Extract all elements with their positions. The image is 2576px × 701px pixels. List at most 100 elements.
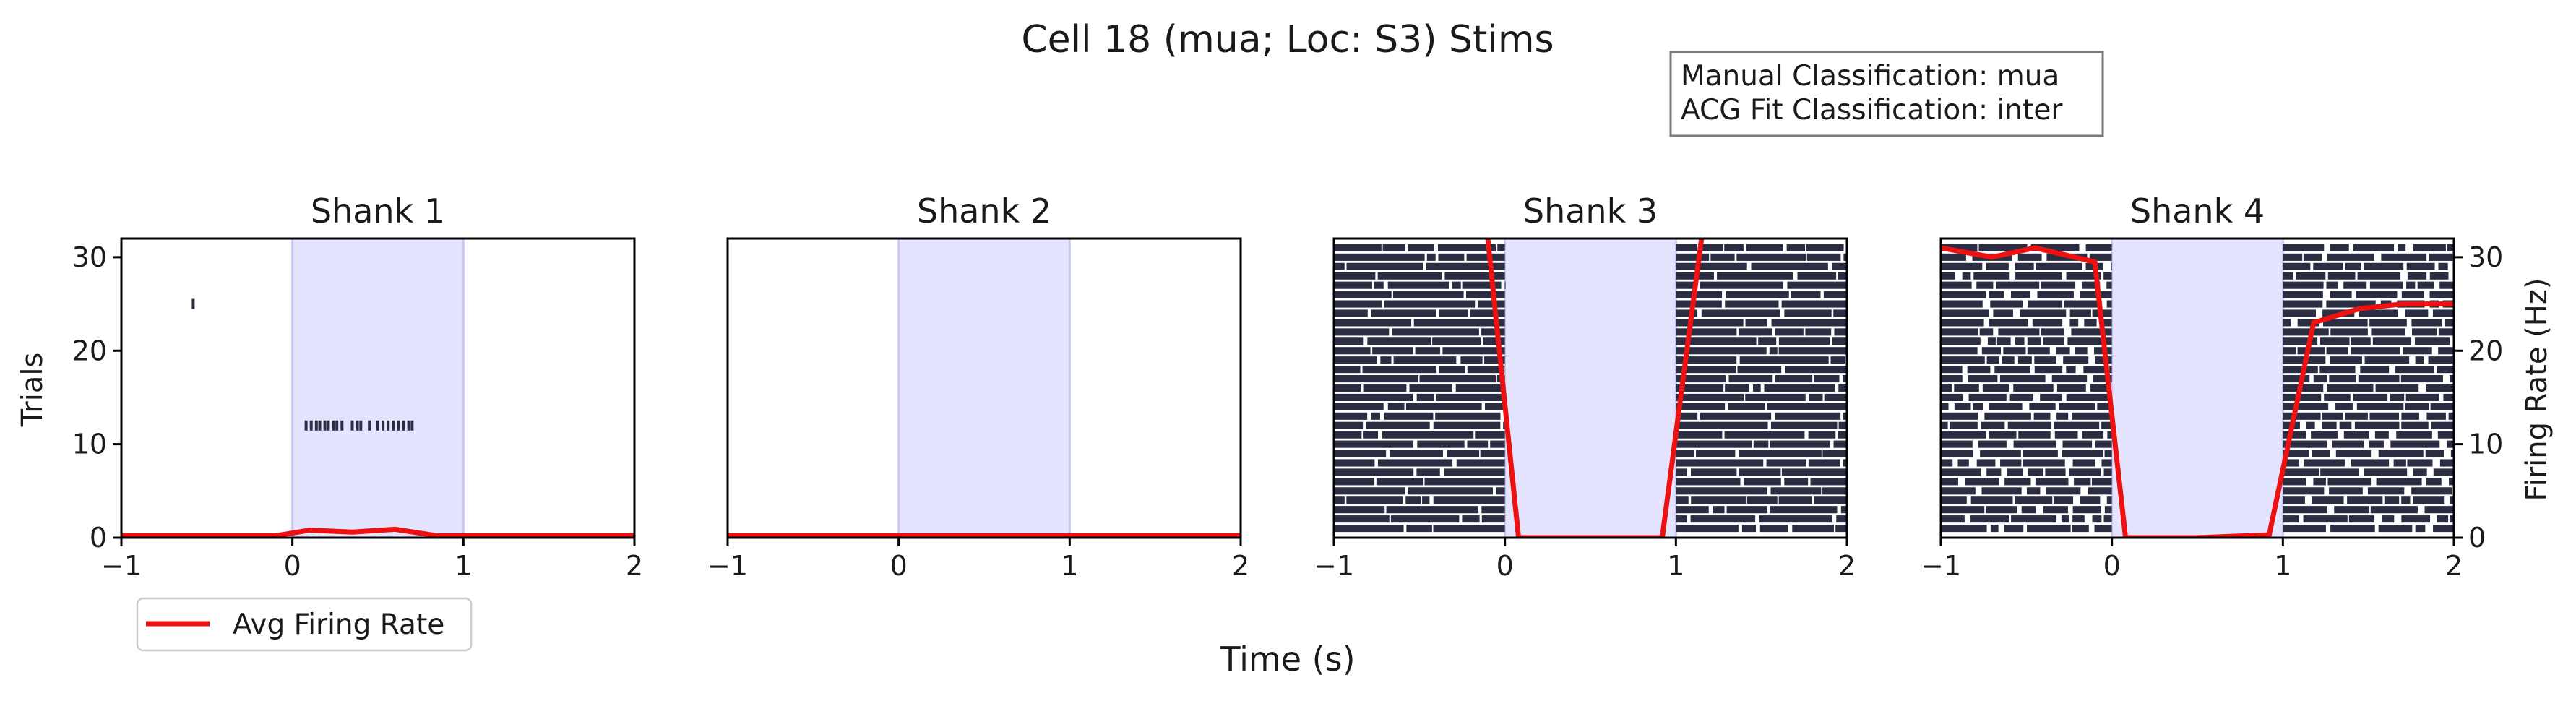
panel-3-trial-6-spikes-1-3 xyxy=(1810,478,1847,486)
panel-4-trial-14-spikes-0-5 xyxy=(2059,403,2095,410)
panel-3-trial-22-spikes-1-1 xyxy=(1739,328,1772,336)
panel-3-trial-24-spikes-0-2 xyxy=(1439,309,1468,317)
panel-3-trial-14-spikes-0-2 xyxy=(1405,403,1482,410)
panel-3-trial-10-spikes-1-3 xyxy=(1833,440,1847,448)
panel-4-trial-12-spikes-1-4 xyxy=(2354,421,2400,429)
panel-4-trial-16-spikes-1-2 xyxy=(2375,384,2419,392)
panel-4-trial-27-spikes-0-1 xyxy=(1976,281,1994,289)
panel-4-trial-31-spikes-0-0 xyxy=(1941,244,1978,251)
panel-4-trial-17-spikes-1-1 xyxy=(2313,375,2327,383)
panel-3-trial-12-spikes-1-2 xyxy=(1838,421,1847,429)
panel-4-trial-21-spikes-1-2 xyxy=(2351,337,2371,345)
panel-3-trial-14-spikes-1-1 xyxy=(1728,403,1765,410)
panel-4-trial-7-spikes-1-2 xyxy=(2364,468,2408,476)
panel-4-trial-5-spikes-1-1 xyxy=(2329,487,2363,495)
panel-4-trial-31-spikes-0-3 xyxy=(2085,244,2112,251)
panel-4-trial-29-spikes-1-5 xyxy=(2438,262,2448,270)
panel-4-trial-28-spikes-1-2 xyxy=(2327,272,2356,280)
panel-4-trial-28-spikes-1-1 xyxy=(2296,272,2326,280)
panel-3-trial-20-spikes-0-2 xyxy=(1415,347,1441,355)
panel-3-trial-12-spikes-0-0 xyxy=(1334,421,1364,429)
panel-4-trial-23-spikes-0-1 xyxy=(1989,319,2028,327)
panel-1-firing-rate-line xyxy=(121,526,634,538)
panel-4-trial-17-spikes-0-1 xyxy=(1968,375,1998,383)
panel-4-trial-28-spikes-0-2 xyxy=(1973,272,2010,280)
panel-4-trial-14-spikes-1-3 xyxy=(2405,403,2429,410)
panel-4-trial-25-spikes-1-1 xyxy=(2326,300,2376,308)
panel-2-xtick-label-3: 2 xyxy=(1232,550,1249,582)
panel-3-trial-25-spikes-1-1 xyxy=(1725,300,1779,308)
panel-4-trial-22-spikes-1-2 xyxy=(2371,328,2405,336)
panel-4-raster xyxy=(1941,244,2454,533)
panel-4-trial-31-spikes-1-3 xyxy=(2398,244,2406,251)
panel-4-trial-21-spikes-0-1 xyxy=(1987,337,1996,345)
panel-4-trial-27-spikes-0-2 xyxy=(1996,281,2040,289)
panel-4-trial-10-spikes-0-3 xyxy=(2062,440,2093,448)
panel-3-trial-8-spikes-1-1 xyxy=(1766,459,1806,467)
panel-4-trial-28-spikes-1-4 xyxy=(2407,272,2427,280)
panel-3-trial-24-spikes-0-3 xyxy=(1470,309,1505,317)
panel-4-trial-23-spikes-1-3 xyxy=(2369,319,2407,327)
panel-3-trial-19-spikes-0-3 xyxy=(1460,356,1483,364)
panel-3-trial-15-spikes-0-0 xyxy=(1334,393,1413,401)
panel-3-trial-3-spikes-1-2 xyxy=(1726,506,1768,514)
panel-4-trial-22-spikes-0-1 xyxy=(1979,328,1994,336)
panel-4-trial-4-spikes-0-4 xyxy=(2080,496,2101,504)
panel-4-trial-12-spikes-1-3 xyxy=(2339,421,2352,429)
panel-4-trial-7-spikes-1-4 xyxy=(2433,468,2454,476)
panel-4-right-ytick-label-0: 0 xyxy=(2468,522,2486,554)
panel-4-trial-7-spikes-0-2 xyxy=(2007,468,2024,476)
panel-3-trial-13-spikes-0-1 xyxy=(1371,412,1380,420)
panel-3-xtick-label-3: 2 xyxy=(1838,550,1856,582)
panel-4-trial-23-spikes-1-5 xyxy=(2444,319,2454,327)
panel-3-trial-6-spikes-0-2 xyxy=(1424,478,1505,486)
panel-4-trial-15-spikes-1-0 xyxy=(2283,393,2322,401)
panel-4-trial-26-spikes-1-1 xyxy=(2330,291,2352,298)
panel-3-trial-22-spikes-1-2 xyxy=(1775,328,1804,336)
panel-4-trial-29-spikes-1-3 xyxy=(2364,262,2404,270)
panel-4-trial-2-spikes-0-0 xyxy=(1941,515,1965,523)
panel-3-trial-6-spikes-0-1 xyxy=(1376,478,1423,486)
panel-3-trial-28-spikes-0-1 xyxy=(1377,272,1442,280)
panel-3-trial-1-spikes-1-2 xyxy=(1759,525,1788,533)
panel-4-trial-26-spikes-1-4 xyxy=(2429,291,2454,298)
panel-3-trial-23-spikes-0-0 xyxy=(1334,319,1412,327)
panel-3-trial-18-spikes-0-0 xyxy=(1334,366,1361,374)
panel-3-trial-16-spikes-1-3 xyxy=(1764,384,1835,392)
panel-4-trial-4-spikes-0-0 xyxy=(1941,496,1967,504)
panel-4-trial-17-spikes-0-4 xyxy=(2093,375,2112,383)
panel-4-trial-25-spikes-1-0 xyxy=(2283,300,2323,308)
panel-4-trial-13-spikes-0-2 xyxy=(2033,412,2051,420)
panel-3-trial-4-spikes-1-1 xyxy=(1691,496,1746,504)
panel-3-trial-12-spikes-0-3 xyxy=(1503,421,1505,429)
panel-3-trial-29-spikes-1-0 xyxy=(1676,262,1747,270)
panel-2-plot-area xyxy=(728,238,1241,538)
panel-3-trial-3-spikes-0-2 xyxy=(1481,506,1505,514)
legend: Avg Firing Rate xyxy=(136,597,473,652)
panel-4-trial-10-spikes-0-4 xyxy=(2095,440,2112,448)
panel-3-trial-9-spikes-1-3 xyxy=(1822,450,1847,457)
panel-4-trial-8-spikes-1-4 xyxy=(2407,459,2433,467)
panel-3-trial-31-spikes-1-5 xyxy=(1806,244,1844,251)
panel-4-trial-23-spikes-0-0 xyxy=(1941,319,1984,327)
panel-4-trial-16-spikes-1-3 xyxy=(2426,384,2454,392)
panel-3-trial-30-spikes-0-0 xyxy=(1334,253,1425,261)
panel-4-right-ytick-label-2: 20 xyxy=(2468,335,2503,366)
panel-4-trial-19-spikes-0-0 xyxy=(1941,356,1985,364)
panel-4-trial-4-spikes-1-4 xyxy=(2401,496,2411,504)
panel-4-trial-22-spikes-1-1 xyxy=(2330,328,2368,336)
panel-3-trial-21-spikes-0-1 xyxy=(1367,337,1431,345)
panel-4-trial-25-spikes-0-4 xyxy=(2106,300,2112,308)
panel-3-trial-11-spikes-1-3 xyxy=(1838,431,1847,439)
panel-4-trial-6-spikes-0-2 xyxy=(2004,478,2031,486)
panel-3-trial-5-spikes-1-2 xyxy=(1822,487,1847,495)
panel-4-trial-19-spikes-1-3 xyxy=(2415,356,2424,364)
panel-4-trial-15-spikes-1-3 xyxy=(2390,393,2405,401)
panel-4-trial-29-spikes-0-5 xyxy=(2111,262,2112,270)
panel-4-trial-23-spikes-0-2 xyxy=(2032,319,2063,327)
panel-3-trial-31-spikes-1-2 xyxy=(1724,244,1744,251)
panel-4-trial-16-spikes-1-0 xyxy=(2283,384,2324,392)
panel-4-trial-9-spikes-1-3 xyxy=(2378,450,2424,457)
panel-3-xtick-label-2: 1 xyxy=(1667,550,1684,582)
panel-3-trial-25-spikes-0-0 xyxy=(1334,300,1382,308)
